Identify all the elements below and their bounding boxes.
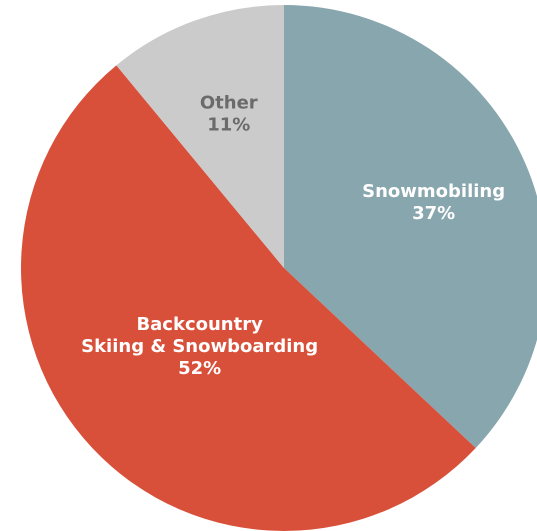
pie-slice-name-0: Snowmobiling: [362, 181, 505, 202]
pie-labels: Snowmobiling 37% Backcountry Skiing & Snowb…: [81, 93, 505, 380]
pie-slice-label-1: Backcountry Skiing & Snowboarding 52%: [81, 314, 318, 379]
pie-slice-value-2: 11%: [207, 115, 250, 136]
pie-slice-name-1: Backcountry: [136, 314, 263, 335]
pie-slice-0: [284, 5, 537, 449]
pie-slice-name-2: Other: [200, 93, 258, 114]
pie-slice-value-0: 37%: [412, 203, 455, 224]
pie-slice-label-2: Other 11%: [200, 93, 258, 136]
pie-slice-1: [21, 65, 476, 531]
pie-slices: [21, 4, 537, 531]
pie-slice-value-1: 52%: [178, 358, 221, 379]
pie-slice-2: [116, 4, 285, 268]
pie-slice-name-1: Skiing & Snowboarding: [81, 336, 318, 357]
pie-slice-label-0: Snowmobiling 37%: [362, 181, 505, 224]
